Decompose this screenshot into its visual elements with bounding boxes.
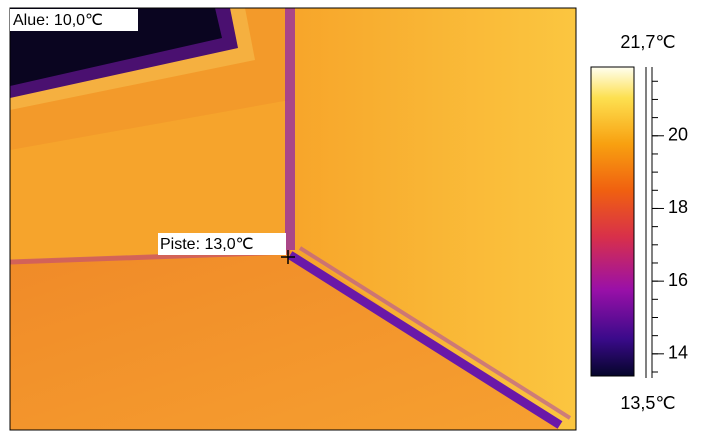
area-label: Alue: 10,0℃	[13, 12, 103, 29]
thermal-image	[10, 8, 576, 430]
image-frame	[9, 7, 577, 431]
tick-label: 16	[668, 270, 688, 290]
spot-label: Piste: 13,0℃	[160, 236, 254, 253]
label-box	[158, 233, 286, 255]
spot-cursor	[281, 250, 295, 264]
scale-max-label: 21,7℃	[620, 32, 675, 52]
label-box	[10, 9, 138, 31]
color-bar	[590, 66, 635, 377]
tick-label: 20	[668, 125, 688, 145]
tick-label: 18	[668, 197, 688, 217]
scale-min-label: 13,5℃	[620, 393, 675, 413]
tick-label: 14	[668, 343, 688, 363]
